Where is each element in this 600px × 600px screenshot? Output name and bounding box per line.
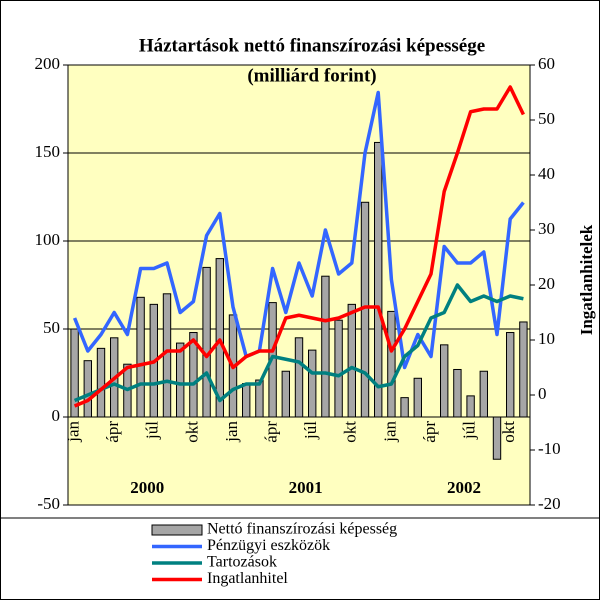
x-tick-label: ápr [262, 421, 281, 443]
bar [96, 347, 106, 418]
y2-tick-label: 60 [538, 54, 555, 73]
y-tick-label: 50 [43, 318, 60, 337]
x-tick-label: jan [64, 421, 83, 443]
line-series [72, 90, 525, 370]
bar [387, 310, 396, 418]
x-tick-label: jan [222, 421, 241, 443]
bar [136, 296, 145, 418]
y2-tick-label: -20 [538, 494, 561, 513]
y-tick-label: -50 [37, 494, 60, 513]
line-series [73, 85, 525, 408]
bar [400, 397, 409, 418]
bar [440, 344, 449, 418]
plot-area [68, 64, 530, 506]
legend-label: Nettó finanszírozási képesség [207, 521, 397, 538]
y-tick-label: 100 [35, 230, 61, 249]
year-label: 2002 [447, 478, 481, 497]
plot-background [68, 65, 530, 505]
bar [321, 275, 330, 418]
y2-tick-label: 50 [538, 109, 555, 128]
x-tick-label: jan [380, 421, 399, 443]
chart-title: Háztartások nettó finanszírozási képessé… [139, 35, 485, 56]
y2-tick-label: 0 [538, 384, 547, 403]
year-label: 2001 [289, 478, 323, 497]
chart-subtitle: (milliárd forint) [247, 65, 376, 86]
bar [466, 395, 475, 418]
y2-tick-label: -10 [538, 439, 561, 458]
y2-axis-label: Ingatlanhitelek [577, 224, 596, 335]
x-tick-label: júl [143, 421, 162, 440]
bar [506, 332, 515, 418]
line-series [73, 283, 524, 403]
y-tick-label: 150 [35, 142, 61, 161]
bar [334, 319, 343, 418]
x-tick-label: okt [499, 421, 518, 443]
x-tick-label: okt [341, 421, 360, 443]
y-tick-label: 0 [52, 406, 61, 425]
year-label: 2000 [130, 478, 164, 497]
bar [453, 368, 462, 418]
x-tick-label: ápr [420, 421, 439, 443]
legend-swatch [151, 524, 203, 536]
bar [281, 370, 290, 418]
bar [202, 266, 211, 418]
x-tick-label: júl [301, 421, 320, 440]
bar [176, 342, 185, 418]
bar [294, 337, 304, 418]
x-tick-label: okt [182, 421, 201, 443]
y2-tick-label: 20 [538, 274, 555, 293]
bar [242, 383, 251, 418]
y2-tick-label: 30 [538, 219, 555, 238]
bar [308, 349, 317, 418]
x-tick-label: júl [460, 421, 479, 440]
x-tick-label: ápr [103, 421, 122, 443]
bar [83, 360, 92, 418]
y2-tick-label: 40 [538, 164, 555, 183]
legend-label: Tartozások [207, 554, 277, 571]
plot-border [67, 64, 531, 506]
bar [347, 303, 356, 418]
bar [519, 321, 528, 418]
legend-label: Ingatlanhitel [207, 570, 288, 587]
y-tick-label: 200 [35, 54, 61, 73]
bar [479, 370, 488, 418]
bar [413, 377, 422, 418]
bar [374, 141, 383, 418]
legend-label: Pénzügyi eszközök [207, 537, 330, 554]
y2-tick-label: 10 [538, 329, 555, 348]
